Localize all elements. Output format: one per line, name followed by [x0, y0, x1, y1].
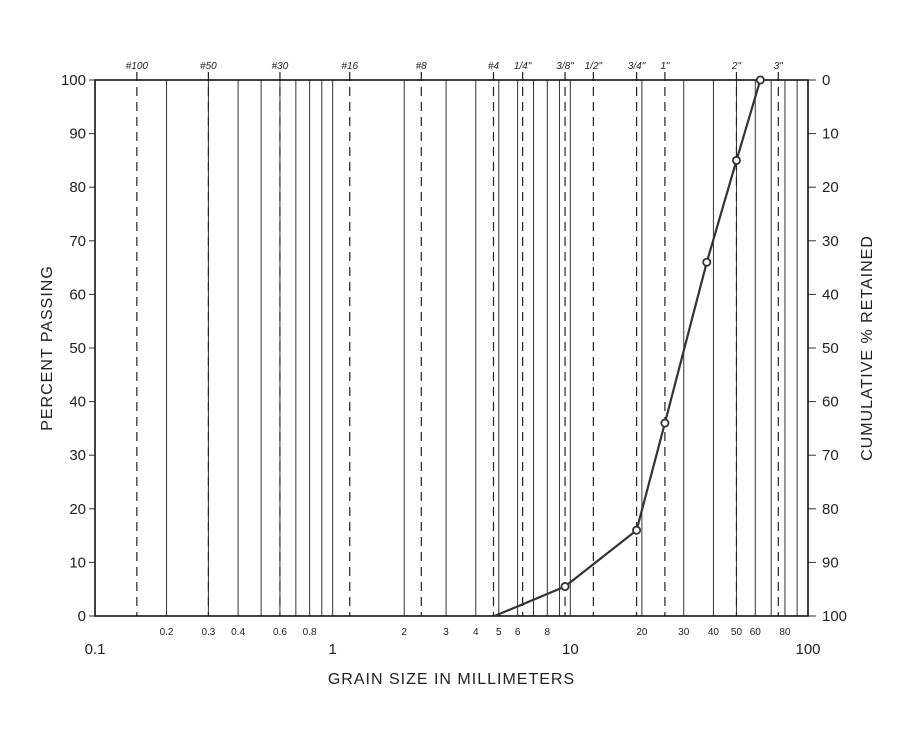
y-right-tick-label: 90 [822, 554, 839, 571]
data-point [660, 418, 670, 428]
y-right-tick-label: 80 [822, 501, 839, 518]
sieve-label: 1/4" [514, 61, 532, 72]
y-left-tick-label: 0 [78, 608, 86, 625]
y-axis-title: PERCENT PASSING [39, 265, 56, 431]
x-minor-tick-label: 80 [779, 627, 791, 638]
data-point [632, 525, 642, 535]
y-axis-right-title: CUMULATIVE % RETAINED [859, 235, 876, 461]
y-left-tick-label: 90 [69, 126, 86, 143]
y-right-tick-label: 0 [822, 72, 830, 89]
y-left-tick-label: 100 [61, 72, 86, 89]
x-minor-tick-label: 8 [545, 627, 551, 638]
x-axis-title: GRAIN SIZE IN MILLIMETERS [328, 671, 575, 688]
sieve-label: 3" [774, 61, 784, 72]
data-point [560, 582, 570, 592]
gradation-curve [494, 79, 762, 618]
y-right-tick-label: 10 [822, 126, 839, 143]
y-left-tick-label: 40 [69, 394, 86, 411]
y-left-tick-label: 50 [69, 340, 86, 357]
x-minor-tick-label: 0.4 [231, 627, 245, 638]
sieve-label: #30 [272, 61, 289, 72]
x-major-tick-label: 100 [795, 641, 820, 658]
x-minor-tick-label: 0.2 [160, 627, 174, 638]
y-left-tick-label: 20 [69, 501, 86, 518]
x-minor-tick-label: 0.6 [273, 627, 287, 638]
y-left-tick-label: 10 [69, 554, 86, 571]
tick-labels: #100 #50 #30 #16 #8 #4 1/4" 3/8" 1/2" 3/4" 1" 2" 3" 0… [61, 61, 847, 658]
sieve-label: 3/8" [556, 61, 574, 72]
y-left-tick-label: 60 [69, 286, 86, 303]
sieve-label: 1" [660, 61, 670, 72]
data-point [755, 75, 765, 85]
x-minor-tick-label: 0.3 [201, 627, 215, 638]
x-minor-tick-label: 4 [473, 627, 479, 638]
x-major-tick-label: 10 [562, 641, 579, 658]
sieve-label: 2" [731, 61, 742, 72]
x-minor-tick-label: 0.8 [303, 627, 317, 638]
y-left-tick-label: 80 [69, 179, 86, 196]
series-layer [494, 75, 765, 618]
sieve-lines [136, 72, 779, 616]
data-point [702, 257, 712, 267]
x-minor-tick-label: 40 [708, 627, 720, 638]
y-left-tick-label: 30 [69, 447, 86, 464]
y-left-tick-label: 70 [69, 233, 86, 250]
y-right-tick-label: 100 [822, 608, 847, 625]
sieve-label: 3/4" [628, 61, 646, 72]
sieve-label: #8 [416, 61, 428, 72]
x-major-tick-label: 0.1 [85, 641, 106, 658]
y-right-tick-label: 60 [822, 394, 839, 411]
plot-frame [94, 79, 809, 617]
x-minor-tick-label: 3 [443, 627, 449, 638]
x-minor-tick-label: 5 [496, 627, 502, 638]
y-right-tick-label: 30 [822, 233, 839, 250]
sieve-label: #50 [200, 61, 217, 72]
x-minor-tick-label: 20 [636, 627, 648, 638]
sieve-label: 1/2" [585, 61, 603, 72]
x-minor-tick-label: 2 [401, 627, 407, 638]
x-minor-tick-label: 6 [515, 627, 521, 638]
x-major-tick-label: 1 [328, 641, 336, 658]
data-point [731, 155, 741, 165]
grid-lines [89, 79, 816, 617]
y-right-tick-label: 20 [822, 179, 839, 196]
sieve-label: #16 [341, 61, 358, 72]
sieve-label: #4 [488, 61, 500, 72]
y-right-tick-label: 50 [822, 340, 839, 357]
y-right-tick-label: 40 [822, 286, 839, 303]
x-minor-tick-label: 60 [750, 627, 762, 638]
y-right-tick-label: 70 [822, 447, 839, 464]
x-minor-tick-label: 30 [678, 627, 690, 638]
sieve-label: #100 [126, 61, 149, 72]
x-minor-tick-label: 50 [731, 627, 743, 638]
